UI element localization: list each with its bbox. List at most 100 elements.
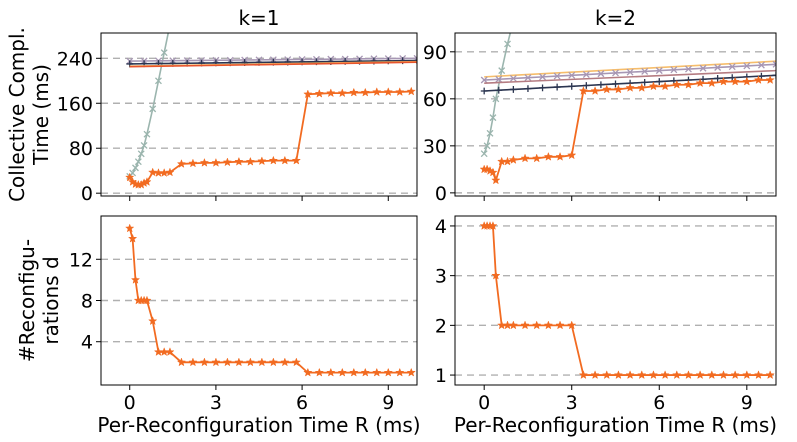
- top-right-ours-point: [683, 79, 694, 89]
- top-left-ytick-label: 160: [57, 93, 93, 115]
- top-right-ours-point: [532, 153, 542, 163]
- top-left-ylabel-line: Time (ms): [29, 64, 53, 166]
- top-right-series-steep-baseline: [483, 33, 512, 154]
- top-right-baseline-purple-point: [626, 68, 634, 76]
- top-left-baseline-navy-point: [413, 57, 417, 64]
- top-right-title: k=2: [595, 6, 636, 30]
- top-left-ytick-label: 0: [81, 183, 93, 205]
- top-left-ytick-label: 240: [57, 48, 93, 70]
- top-right-steep-baseline-point: [489, 114, 497, 122]
- top-left-steep-baseline-point: [149, 105, 157, 113]
- top-right-ours-point: [660, 81, 670, 91]
- bottom-left-ours-point: [268, 357, 279, 367]
- top-right-baseline-purple-point: [539, 73, 547, 81]
- top-right-ours-point: [520, 153, 530, 163]
- top-left-ours-point: [349, 87, 359, 97]
- bottom-right-ours-point: [508, 320, 519, 330]
- top-left-panel: 0 80 160 240 k=1 Collective Compl.Time (ms): [5, 6, 418, 205]
- top-right-ours-point: [718, 76, 729, 86]
- top-left-ours-point: [280, 155, 290, 165]
- bottom-right-series-ours: [484, 225, 771, 376]
- bottom-right-ours-point: [590, 370, 600, 380]
- top-right-baseline-purple-point: [757, 61, 765, 69]
- top-left-ours-point: [303, 89, 313, 99]
- bottom-left-xtick-label: 6: [296, 392, 308, 414]
- top-right-ytick-label: 60: [423, 89, 447, 111]
- top-right-ours-point: [578, 86, 589, 95]
- top-right-baseline-navy-point: [480, 87, 488, 95]
- top-right-baseline-purple-point: [655, 67, 663, 75]
- bottom-right-xtick-label: 9: [741, 392, 753, 414]
- top-left-steep-baseline-point: [143, 130, 151, 138]
- top-left-ours-point: [234, 156, 244, 166]
- bottom-right-ours-point: [648, 370, 659, 380]
- top-left-ytick-label: 80: [69, 138, 93, 160]
- top-right-baseline-navy-point: [714, 75, 722, 82]
- top-right-baseline-navy-point: [670, 77, 678, 85]
- top-right-baseline-navy-point: [568, 82, 576, 90]
- bottom-right-xtick-label: 3: [566, 392, 578, 414]
- top-left-ours-point: [360, 87, 370, 97]
- top-left-series-group: [125, 22, 417, 189]
- top-left-ours-point: [268, 155, 279, 165]
- top-right-baseline-purple-point: [714, 64, 722, 71]
- top-left-steep-baseline-point: [167, 22, 173, 28]
- bottom-right-ours-point: [718, 370, 729, 380]
- top-right-baseline-purple-point: [670, 66, 678, 74]
- bottom-left-ours-point: [142, 295, 152, 305]
- top-right-ytick-label: 0: [435, 183, 447, 205]
- bottom-left-ours-point: [125, 223, 135, 233]
- top-right-baseline-navy-point: [509, 86, 517, 93]
- top-right-ours-point: [602, 84, 612, 94]
- top-right-baseline-purple-point: [597, 70, 605, 78]
- top-right-ours-point: [555, 151, 565, 161]
- top-right-steep-baseline-point: [483, 142, 491, 150]
- bottom-left-ours-point: [360, 367, 370, 377]
- top-right-ytick-label: 90: [423, 42, 447, 64]
- top-left-ours-point: [257, 156, 267, 166]
- bottom-right-ytick-label: 1: [435, 365, 447, 387]
- top-right-baseline-navy-point: [655, 78, 663, 85]
- top-right-series-ours: [484, 79, 771, 182]
- bottom-right-ours-point: [660, 370, 670, 380]
- bottom-right-ours-point: [707, 370, 717, 380]
- bottom-left-ours-point: [326, 367, 336, 377]
- top-left-ours-point: [383, 87, 393, 97]
- bottom-left-ylabel-line: rations d: [39, 256, 63, 344]
- top-right-steep-baseline-point: [492, 95, 500, 103]
- bottom-left-ours-point: [395, 367, 405, 377]
- top-right-baseline-purple-point: [612, 69, 619, 77]
- bottom-left-ours-point: [337, 367, 347, 377]
- top-right-ours-point: [502, 156, 513, 166]
- top-left-ours-point: [125, 172, 135, 182]
- top-left-ours-point: [211, 157, 221, 167]
- top-right-ours-point: [707, 78, 717, 88]
- bottom-left-ours-point: [222, 357, 233, 367]
- top-right-baseline-purple-point: [553, 72, 561, 80]
- top-right-baseline-purple-point: [480, 76, 488, 84]
- top-right-ours-point: [753, 75, 764, 84]
- top-right-frame: [454, 32, 777, 197]
- top-right-baseline-purple-point: [582, 71, 590, 78]
- top-right-baseline-navy-point: [728, 74, 736, 82]
- bottom-left-ours-point: [165, 347, 175, 356]
- top-right-baseline-purple-point: [495, 75, 503, 83]
- top-right-steep-baseline-point: [486, 129, 494, 137]
- bottom-right-ours-point: [567, 320, 577, 330]
- top-right-ours-point: [765, 75, 775, 85]
- top-right-baseline-purple-point: [641, 67, 649, 75]
- top-right-baseline-navy-point: [612, 80, 619, 88]
- bottom-left-ours-point: [406, 367, 416, 377]
- top-left-ours-point: [372, 87, 382, 96]
- top-right-steep-baseline-point: [498, 67, 506, 75]
- top-right-steep-baseline-point: [510, 17, 516, 23]
- top-right-steep-baseline-point: [504, 40, 511, 48]
- bottom-left-ours-point: [291, 357, 302, 367]
- top-left-steep-baseline-point: [140, 141, 148, 149]
- top-left-ours-point: [337, 88, 347, 98]
- bottom-right-ours-point: [532, 320, 542, 330]
- bottom-right-ours-point: [488, 221, 498, 230]
- bottom-left-ours-point: [188, 357, 198, 367]
- bottom-left-ours-point: [176, 357, 187, 367]
